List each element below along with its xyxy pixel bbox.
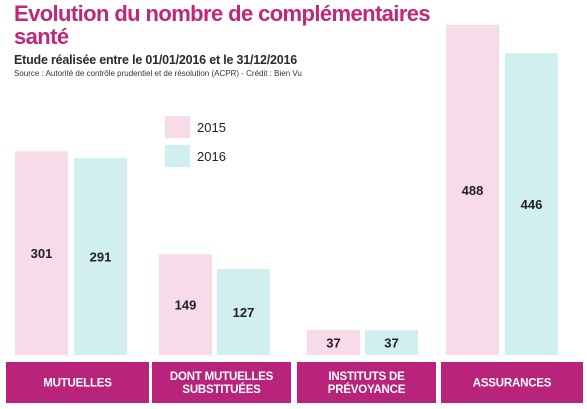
legend-label-2016: 2016 [197, 149, 226, 164]
category-label: INSTITUTS DE [328, 371, 405, 383]
legend-swatch-2016 [165, 145, 190, 167]
bar-2015-1 [159, 254, 212, 355]
category-label: PRÉVOYANCE [328, 383, 406, 396]
chart-legend: 2015 2016 [165, 116, 226, 167]
bar-2016-3 [505, 53, 558, 355]
category-band [441, 362, 583, 403]
legend-label-2015: 2015 [197, 120, 226, 135]
chart-subtitle: Etude réalisée entre le 01/01/2016 et le… [14, 53, 298, 67]
category-band [152, 362, 291, 403]
bar-value-label: 127 [233, 305, 255, 320]
bar-2016-2 [365, 329, 418, 355]
category-label: DONT MUTUELLES [170, 371, 274, 383]
bar-value-label: 301 [31, 246, 53, 261]
legend-swatch-2015 [165, 116, 190, 138]
category-label: ASSURANCES [473, 378, 552, 390]
category-band [297, 362, 436, 403]
bar-value-label: 37 [384, 335, 398, 350]
category-label: MUTUELLES [43, 378, 112, 390]
bar-2015-3 [446, 24, 499, 356]
bar-value-label: 149 [175, 298, 197, 313]
bar-value-label: 37 [326, 335, 340, 350]
bar-value-label: 488 [462, 183, 484, 198]
bar-2015-0 [15, 151, 68, 355]
category-label: SUBSTITUÉES [182, 383, 261, 396]
bar-2015-2 [307, 329, 360, 355]
chart-title: Evolution du nombre de complémentaires s… [14, 1, 431, 49]
bar-value-label: 446 [521, 197, 543, 212]
bar-2016-1 [217, 269, 270, 355]
chart-source: Source : Autorité de contrôle prudentiel… [14, 69, 302, 78]
bars-group: 301 149 37 488 291 127 37 446 [15, 24, 558, 356]
bar-value-label: 291 [90, 250, 112, 265]
category-band [6, 362, 149, 403]
bar-2016-0 [74, 158, 127, 355]
